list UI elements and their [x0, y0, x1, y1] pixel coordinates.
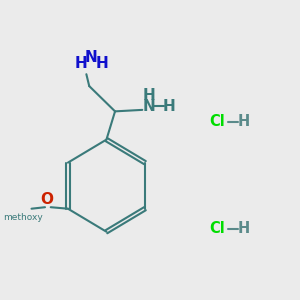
- Text: H: H: [142, 88, 155, 104]
- Text: H: H: [162, 99, 175, 114]
- Text: Cl: Cl: [209, 114, 225, 129]
- Text: O: O: [40, 192, 53, 207]
- Text: H: H: [95, 56, 108, 71]
- Text: H: H: [74, 56, 87, 71]
- Text: H: H: [237, 221, 249, 236]
- Text: methoxy: methoxy: [4, 213, 43, 222]
- Text: Cl: Cl: [209, 221, 225, 236]
- Text: N: N: [142, 99, 155, 114]
- Text: N: N: [85, 50, 98, 65]
- Text: H: H: [237, 114, 249, 129]
